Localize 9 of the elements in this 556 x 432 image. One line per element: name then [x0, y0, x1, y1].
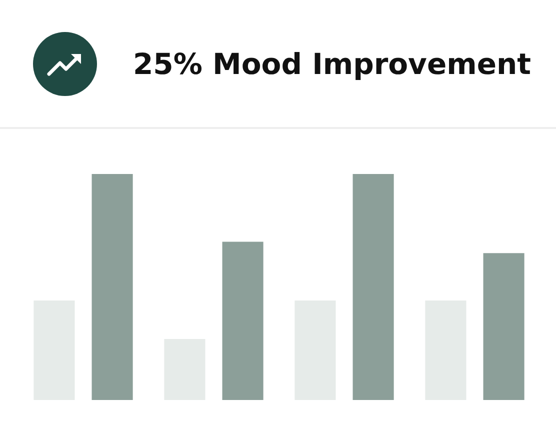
chart-title: 25% Mood Improvement: [133, 46, 532, 83]
bar: [164, 338, 206, 400]
bar: [222, 242, 264, 400]
bar: [352, 174, 394, 400]
bar: [92, 174, 133, 400]
bar: [483, 253, 524, 400]
bar: [34, 300, 75, 400]
bar: [425, 300, 466, 400]
bar: [294, 300, 336, 400]
